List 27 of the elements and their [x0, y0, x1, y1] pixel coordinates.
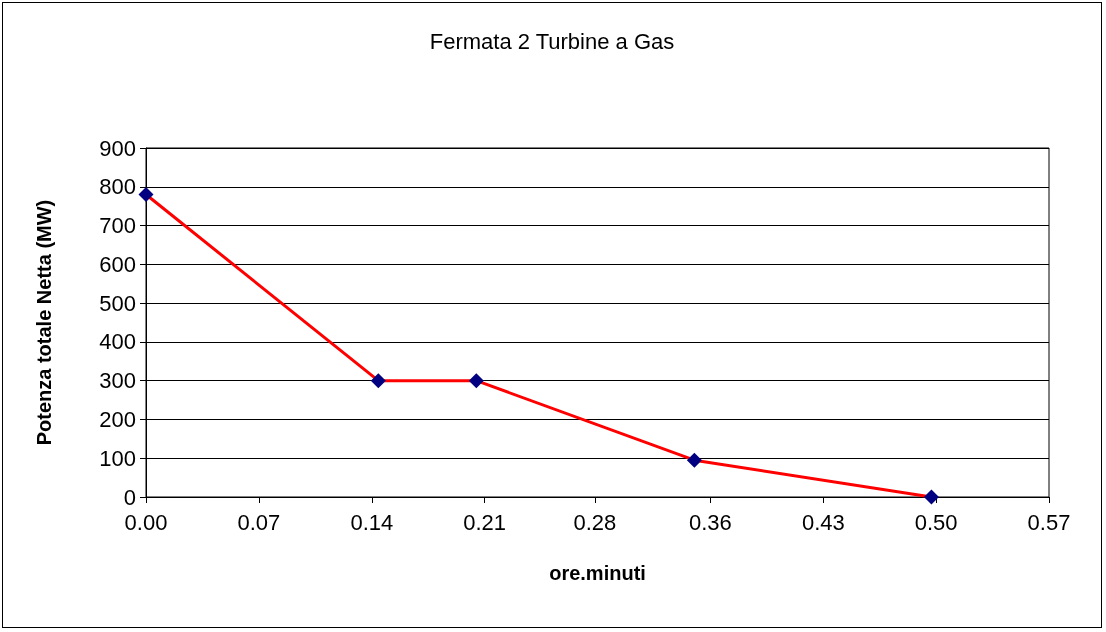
point	[370, 373, 386, 389]
y-tick-label: 700	[99, 213, 136, 239]
x-tick-label: 0.00	[124, 509, 168, 535]
y-tick-label: 600	[99, 251, 136, 277]
y-tick-label: 0	[123, 484, 136, 510]
y-axis-title: Potenza totale Netta (MW)	[33, 199, 55, 446]
x-tick-label: 0.07	[237, 509, 281, 535]
point	[138, 187, 154, 203]
y-tick-label: 800	[99, 174, 136, 200]
point	[923, 489, 939, 505]
y-tick-label: 900	[99, 135, 136, 161]
x-tick-label: 0.14	[350, 509, 394, 535]
x-tick-label: 0.28	[573, 509, 617, 535]
x-tick-label: 0.21	[463, 509, 507, 535]
y-tick-label: 100	[99, 445, 136, 471]
y-tick-label: 300	[99, 368, 136, 394]
x-tick-label: 0.50	[914, 509, 958, 535]
y-tick-label: 400	[99, 329, 136, 355]
chart-title: Fermata 2 Turbine a Gas	[429, 28, 675, 54]
y-tick-label: 200	[99, 406, 136, 432]
x-axis-title: ore.minuti	[549, 562, 646, 584]
x-tick-label: 0.57	[1027, 509, 1071, 535]
x-tick-label: 0.43	[801, 509, 845, 535]
point	[468, 373, 484, 389]
point	[686, 452, 702, 468]
y-tick-label: 500	[99, 290, 136, 316]
x-tick-label: 0.36	[688, 509, 732, 535]
